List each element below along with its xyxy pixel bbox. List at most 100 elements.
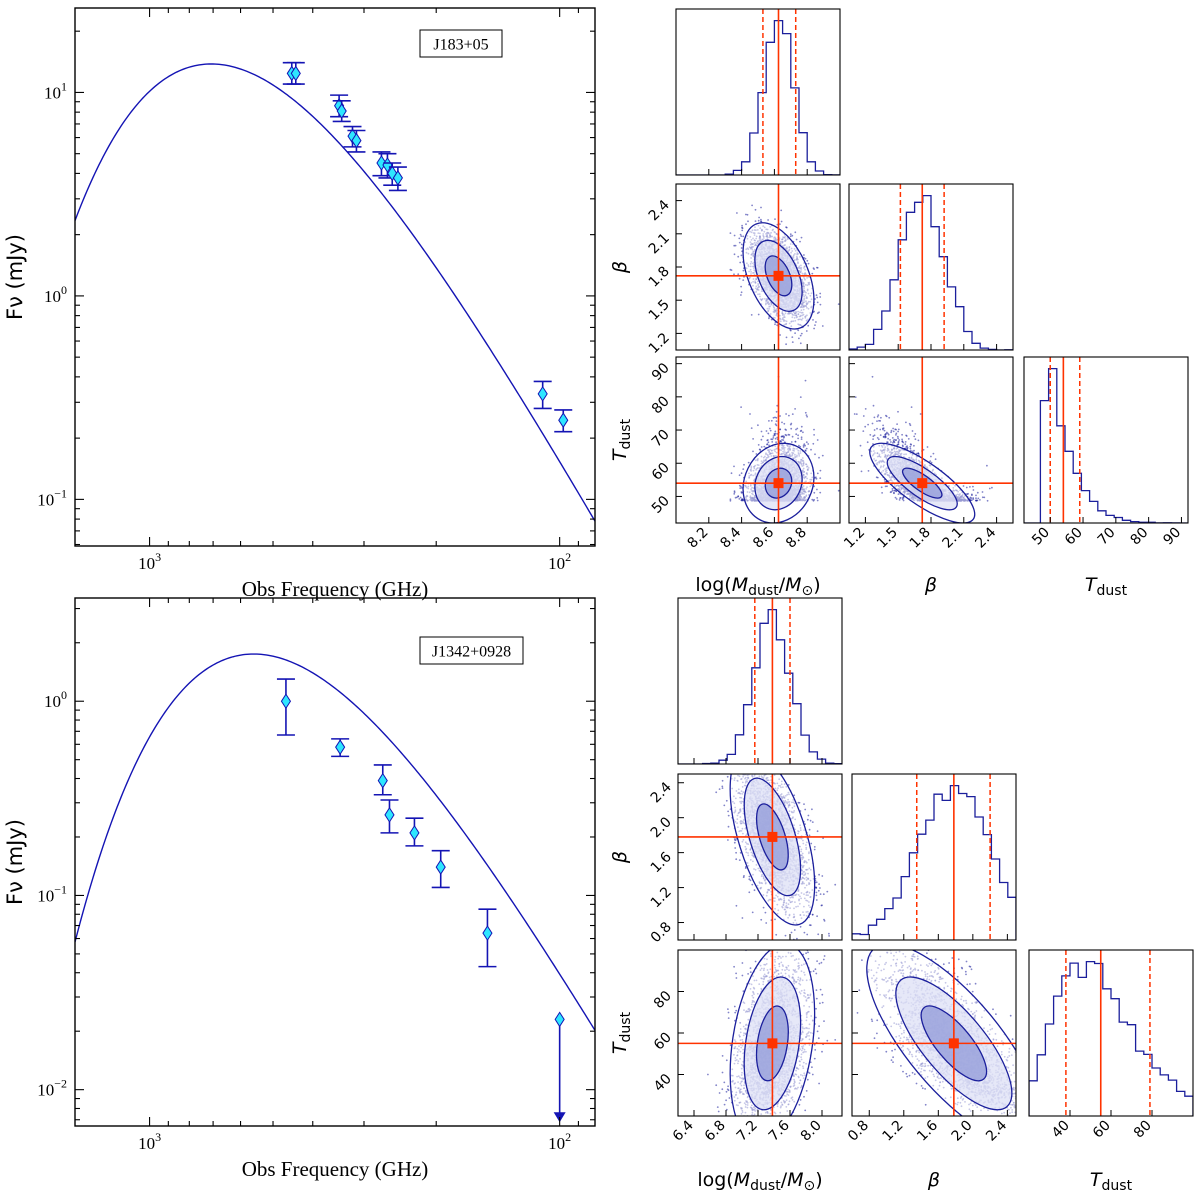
sample-point — [740, 406, 742, 408]
tick-exp: 2 — [565, 1130, 571, 1144]
sample-point — [739, 261, 742, 264]
y-tick-label: 100 — [44, 283, 67, 306]
tick-exp: 3 — [155, 1130, 161, 1144]
sample-point — [784, 433, 787, 436]
sample-point — [819, 296, 822, 298]
sample-point — [785, 226, 788, 229]
tick-base: 10 — [37, 1081, 54, 1100]
x-axis-label: Obs Frequency (GHz) — [242, 1157, 429, 1181]
sample-point — [800, 438, 803, 440]
sample-point — [816, 439, 819, 441]
y-tick-label: 10−2 — [37, 1077, 67, 1100]
histogram-beta — [849, 194, 1013, 350]
sample-point — [739, 487, 742, 489]
sample-point — [733, 491, 736, 494]
sample-point — [740, 247, 743, 249]
axes-frame — [74, 7, 596, 547]
sample-point — [803, 254, 805, 256]
sample-point — [749, 413, 751, 415]
model-curve — [75, 63, 595, 522]
sample-point — [789, 233, 792, 236]
sample-point — [741, 498, 743, 501]
sample-point — [760, 438, 763, 441]
sample-point — [740, 294, 742, 296]
sample-point — [837, 489, 840, 492]
axes-frame — [74, 597, 596, 1127]
sample-point — [799, 334, 802, 337]
sample-point — [791, 341, 794, 343]
sample-point — [729, 232, 732, 235]
sample-point — [743, 463, 745, 466]
sample-point — [794, 440, 797, 443]
sample-point — [738, 474, 741, 477]
sample-point — [785, 413, 787, 415]
tick-base: 10 — [37, 886, 54, 905]
sample-point — [757, 219, 760, 222]
sample-point — [747, 220, 749, 223]
sample-point — [780, 220, 783, 223]
sample-point — [774, 416, 776, 419]
sample-point — [798, 444, 800, 447]
sample-point — [776, 436, 779, 439]
sample-point — [759, 448, 762, 451]
sample-point — [790, 427, 793, 430]
sample-point — [806, 415, 808, 418]
sample-point — [804, 450, 807, 452]
sample-point — [784, 364, 786, 366]
sample-point — [794, 332, 796, 334]
sample-point — [768, 317, 770, 320]
tick-base: 10 — [138, 1134, 155, 1153]
sample-point — [740, 472, 743, 475]
sample-point — [804, 379, 807, 382]
sample-point — [781, 421, 783, 424]
sample-point — [767, 441, 770, 444]
sample-point — [762, 435, 764, 438]
sample-point — [737, 273, 740, 276]
sample-point — [805, 447, 808, 450]
cell-frame — [675, 8, 841, 176]
sample-point — [794, 231, 797, 234]
data-point — [384, 806, 395, 823]
sample-point — [821, 454, 824, 457]
sample-point — [797, 437, 799, 440]
data-point — [347, 128, 358, 145]
sample-point — [754, 220, 757, 223]
sample-point — [746, 213, 749, 216]
sample-point — [772, 435, 775, 437]
sample-point — [774, 423, 777, 425]
sample-point — [745, 223, 747, 226]
sample-point — [811, 498, 814, 501]
scatter-cloud — [729, 204, 840, 366]
sample-point — [767, 432, 770, 435]
y-axis-label: Fν (mJy) — [3, 234, 27, 320]
sample-point — [742, 269, 745, 272]
upper-limit-point — [554, 1011, 565, 1028]
sample-point — [747, 461, 750, 464]
sample-point — [771, 438, 774, 441]
y-tick-label: 100 — [44, 688, 67, 711]
sample-point — [760, 446, 763, 448]
median-marker — [773, 270, 784, 281]
sample-point — [818, 456, 820, 459]
data-point — [377, 772, 388, 789]
y-tick-label: 101 — [44, 79, 67, 102]
sample-point — [800, 436, 803, 439]
sample-point — [800, 425, 803, 428]
tick-base: 10 — [138, 554, 155, 573]
sample-point — [805, 414, 808, 416]
x-axis-label: Obs Frequency (GHz) — [242, 577, 429, 601]
sample-point — [760, 218, 762, 221]
sample-point — [802, 446, 805, 448]
sample-point — [757, 444, 760, 446]
sample-point — [805, 361, 807, 363]
sample-point — [754, 208, 757, 211]
sample-point — [775, 420, 778, 422]
tick-exp: −1 — [54, 882, 67, 896]
sample-point — [819, 303, 822, 306]
sample-point — [813, 268, 815, 270]
sample-point — [745, 213, 747, 216]
sample-point — [814, 324, 816, 326]
